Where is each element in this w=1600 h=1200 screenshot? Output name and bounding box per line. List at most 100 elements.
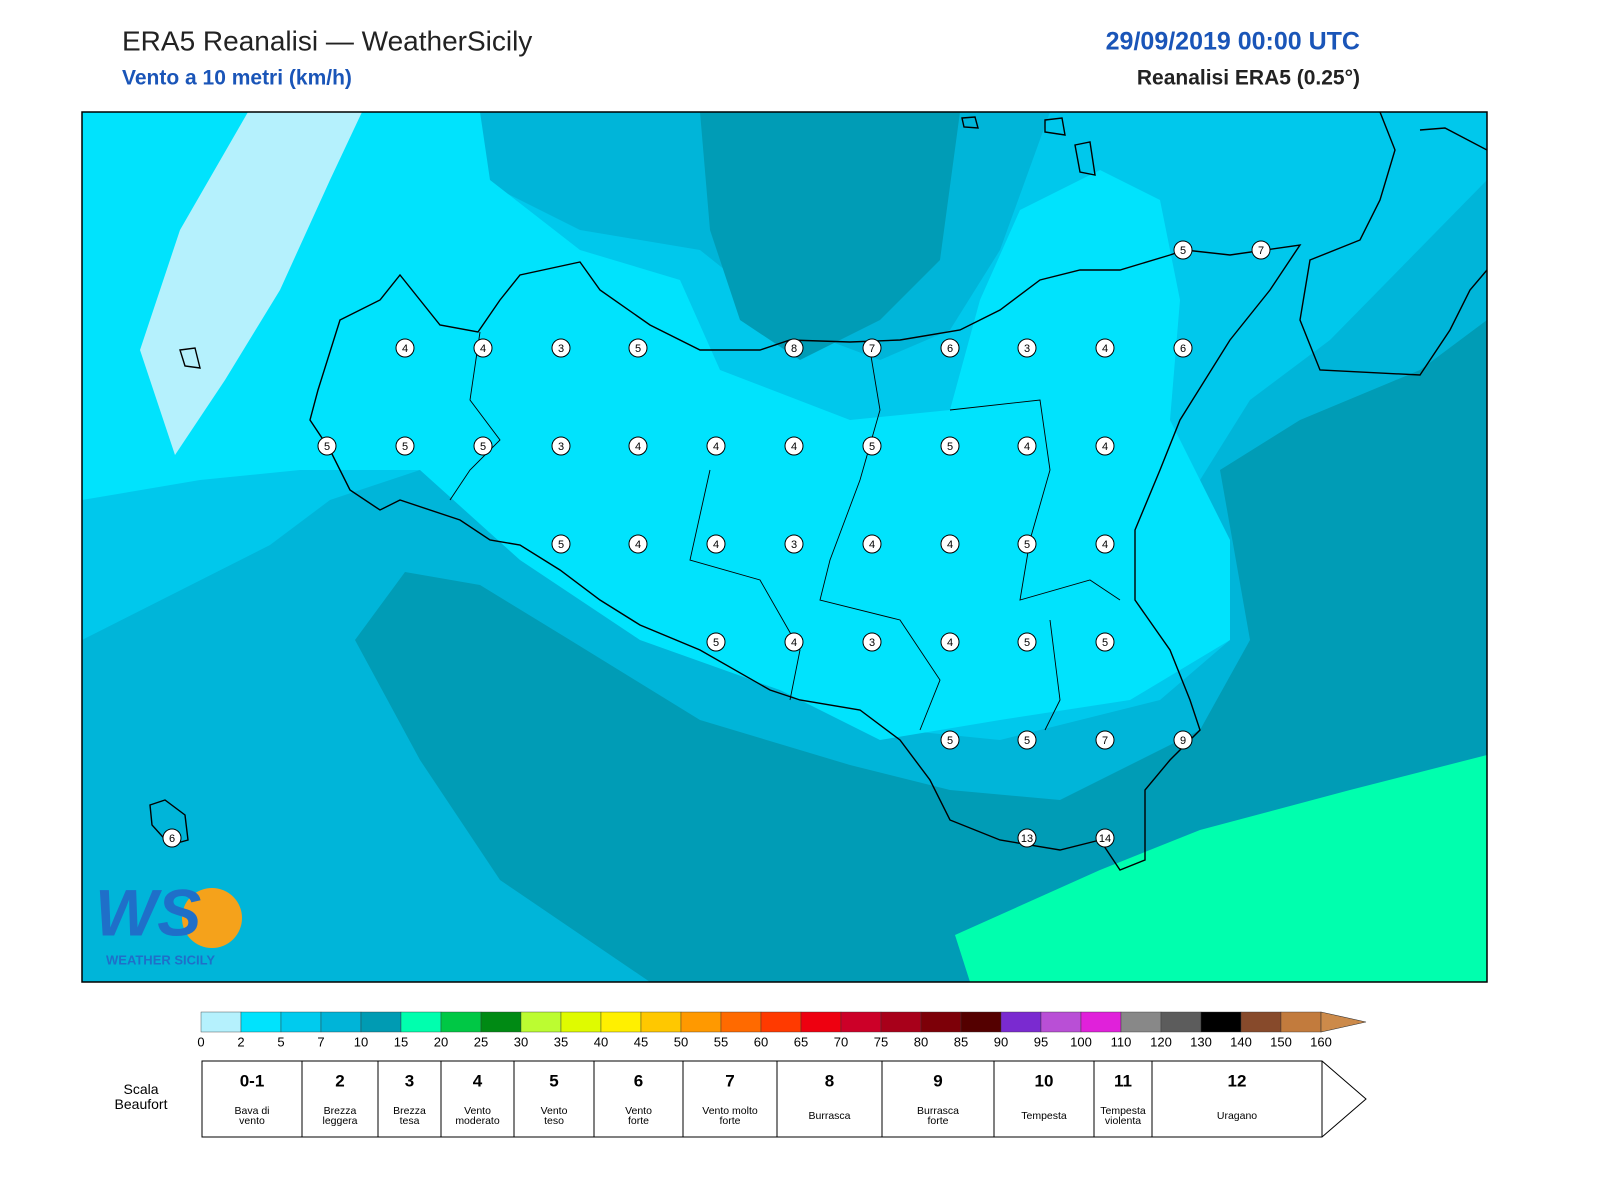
beaufort-frame: [201, 1060, 1367, 1138]
colorbar-box: [640, 1011, 682, 1033]
station-value: 4: [791, 637, 797, 649]
title: ERA5 Reanalisi — WeatherSicily: [122, 25, 532, 56]
date: 29/09/2019 00:00 UTC: [1106, 28, 1360, 56]
station-marker: [862, 632, 882, 652]
beaufort-force: 9: [933, 1071, 942, 1090]
colorbar-tick-label: 95: [1034, 1034, 1048, 1049]
colorbar-tick-label: 110: [1111, 1034, 1132, 1049]
colorbar: 0 2 5 7 10 15 20 25 30 35 40 45 50 55 60 65 70 75 80 85 90 95…: [197, 1011, 1367, 1049]
beaufort-force: 4: [473, 1071, 483, 1090]
station-marker: [706, 632, 726, 652]
station-marker: [628, 534, 648, 554]
station-value: 4: [713, 441, 719, 453]
colorbar-tick-label: 55: [714, 1034, 728, 1049]
map: 4 4 3 5 8 7 6 3 4 6 5 7 5 5 5 3 4 4 4 5 5 4 4 5 4 4 3 4 4 5 4 5 4 3 4 5 5 5 5 7…: [82, 112, 1487, 982]
logo-mark: WS: [95, 875, 201, 949]
station-marker: [395, 436, 415, 456]
station-marker: [1095, 730, 1115, 750]
station-value: 4: [1102, 343, 1108, 355]
station-value: 6: [1180, 343, 1186, 355]
station-marker: [628, 436, 648, 456]
station-value: 6: [947, 343, 953, 355]
station-marker: [162, 828, 182, 848]
station-marker: [940, 730, 960, 750]
station-marker: [1017, 828, 1037, 848]
beaufort-name: Uragano: [1217, 1110, 1257, 1122]
beaufort-name: Tempesta: [1021, 1110, 1067, 1122]
station-value: 5: [1102, 637, 1108, 649]
colorbar-box: [320, 1011, 362, 1033]
colorbar-tick-label: 45: [634, 1034, 648, 1049]
colorbar-box: [800, 1011, 842, 1033]
station-value: 7: [869, 343, 875, 355]
beaufort-name: Brezza tesa: [393, 1105, 426, 1127]
subtitle: Vento a 10 metri (km/h): [122, 67, 352, 90]
station-marker: [395, 338, 415, 358]
colorbar-tick-label: 5: [277, 1034, 284, 1049]
station-value: 5: [1024, 735, 1030, 747]
station-value: 5: [713, 637, 719, 649]
field: [955, 755, 1487, 982]
colorbar-tick-label: 130: [1190, 1034, 1212, 1049]
beaufort-force: 11: [1114, 1071, 1132, 1090]
station-value: 3: [869, 637, 875, 649]
colorbar-tick-label: 40: [594, 1034, 608, 1049]
colorbar-box: [1160, 1011, 1202, 1033]
colorbar-box: [560, 1011, 602, 1033]
colorbar-tick-label: 20: [434, 1034, 448, 1049]
map-frame: [81, 111, 1488, 983]
station-value: 4: [869, 539, 875, 551]
station-value: 7: [1258, 245, 1264, 257]
colorbar-box: [1000, 1011, 1042, 1033]
station-marker: [1017, 534, 1037, 554]
colorbar-box: [600, 1011, 642, 1033]
station-value: 5: [947, 441, 953, 453]
station-marker: [1017, 632, 1037, 652]
logo: WS WEATHER SICILY: [95, 875, 242, 967]
beaufort-name: Vento teso: [541, 1105, 568, 1127]
colorbar-box: [240, 1011, 282, 1033]
source: Reanalisi ERA5 (0.25°): [1137, 67, 1360, 90]
colorbar-tick-label: 30: [514, 1034, 528, 1049]
field: [82, 112, 1230, 740]
station-value: 4: [1102, 441, 1108, 453]
colorbar-tick-label: 70: [834, 1034, 848, 1049]
station-value: 5: [324, 441, 330, 453]
colorbar-tick-label: 15: [394, 1034, 408, 1049]
station-value: 5: [1180, 245, 1186, 257]
beaufort-force: 5: [549, 1071, 558, 1090]
station-value: 4: [791, 441, 797, 453]
colorbar-tick-label: 140: [1230, 1034, 1252, 1049]
station-marker: [862, 436, 882, 456]
station-value: 14: [1099, 833, 1111, 845]
field: [140, 112, 362, 455]
colorbar-tick-label: 150: [1270, 1034, 1292, 1049]
station-marker: [940, 632, 960, 652]
station-marker: [1017, 338, 1037, 358]
beaufort-force: 2: [335, 1071, 344, 1090]
colorbar-box: [1080, 1011, 1122, 1033]
station-marker: [1095, 828, 1115, 848]
station-value: 5: [635, 343, 641, 355]
beaufort-scale: Scala Beaufort 0-1 Bava di vento 2 Brezza legg…: [115, 1060, 1367, 1138]
station-value: 5: [480, 441, 486, 453]
colorbar-box: [760, 1011, 802, 1033]
station-marker: [784, 534, 804, 554]
logo-sun: [182, 888, 242, 948]
beaufort-name: Vento forte: [625, 1105, 652, 1127]
station-marker: [940, 534, 960, 554]
station-marker: [784, 632, 804, 652]
colorbar-tick-label: 35: [554, 1034, 568, 1049]
station-value: 4: [635, 539, 641, 551]
colorbar-tick-label: 120: [1150, 1034, 1172, 1049]
colorbar-box: [920, 1011, 962, 1033]
beaufort-force: 3: [405, 1071, 414, 1090]
station-marker: [551, 436, 571, 456]
colorbar-tick-label: 85: [954, 1034, 968, 1049]
station-marker: [1017, 730, 1037, 750]
logo-name: WEATHER SICILY: [106, 952, 215, 967]
station-value: 3: [558, 343, 564, 355]
station-value: 5: [947, 735, 953, 747]
station-value: 4: [947, 637, 953, 649]
